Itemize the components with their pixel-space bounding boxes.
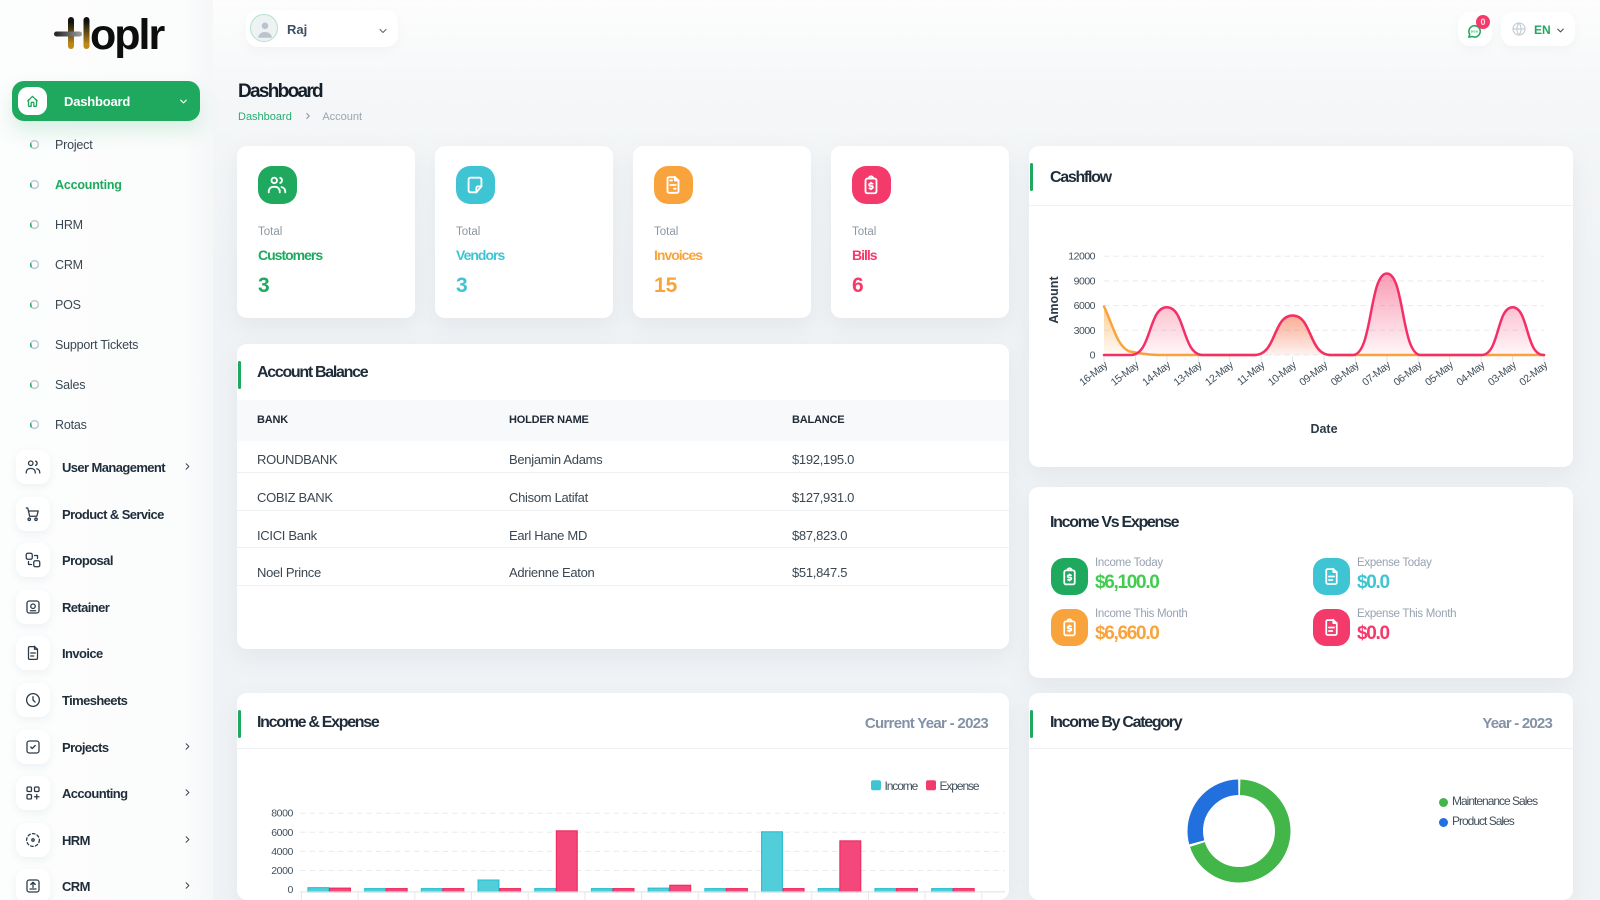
svg-text:08-May: 08-May bbox=[1329, 359, 1363, 389]
svg-text:04-May: 04-May bbox=[1454, 359, 1488, 389]
svg-text:02-May: 02-May bbox=[1517, 359, 1551, 389]
svg-text:03-May: 03-May bbox=[1486, 359, 1520, 389]
svg-text:4000: 4000 bbox=[271, 846, 293, 858]
svg-text:16-May: 16-May bbox=[1077, 359, 1111, 389]
svg-text:13-May: 13-May bbox=[1172, 359, 1206, 389]
svg-text:Expense: Expense bbox=[940, 779, 980, 793]
svg-text:09-May: 09-May bbox=[1297, 359, 1331, 389]
svg-text:14-May: 14-May bbox=[1140, 359, 1174, 389]
svg-text:2000: 2000 bbox=[271, 865, 293, 877]
svg-text:Income: Income bbox=[885, 779, 919, 793]
svg-text:0: 0 bbox=[1090, 350, 1096, 362]
svg-text:6000: 6000 bbox=[1074, 300, 1096, 312]
svg-text:3000: 3000 bbox=[1074, 325, 1096, 337]
svg-text:oplr: oplr bbox=[90, 11, 165, 59]
svg-text:10-May: 10-May bbox=[1266, 359, 1300, 389]
svg-text:Amount: Amount bbox=[1047, 276, 1061, 324]
svg-text:12-May: 12-May bbox=[1203, 359, 1237, 389]
svg-text:15-May: 15-May bbox=[1109, 359, 1143, 389]
svg-text:11-May: 11-May bbox=[1235, 359, 1268, 388]
svg-text:6000: 6000 bbox=[271, 827, 293, 839]
svg-text:0: 0 bbox=[288, 884, 294, 896]
svg-text:07-May: 07-May bbox=[1360, 359, 1394, 389]
svg-text:06-May: 06-May bbox=[1392, 359, 1426, 389]
svg-text:Date: Date bbox=[1310, 422, 1337, 436]
svg-text:8000: 8000 bbox=[271, 808, 293, 820]
svg-text:05-May: 05-May bbox=[1423, 359, 1457, 389]
svg-text:12000: 12000 bbox=[1068, 251, 1095, 263]
svg-text:9000: 9000 bbox=[1074, 275, 1096, 287]
